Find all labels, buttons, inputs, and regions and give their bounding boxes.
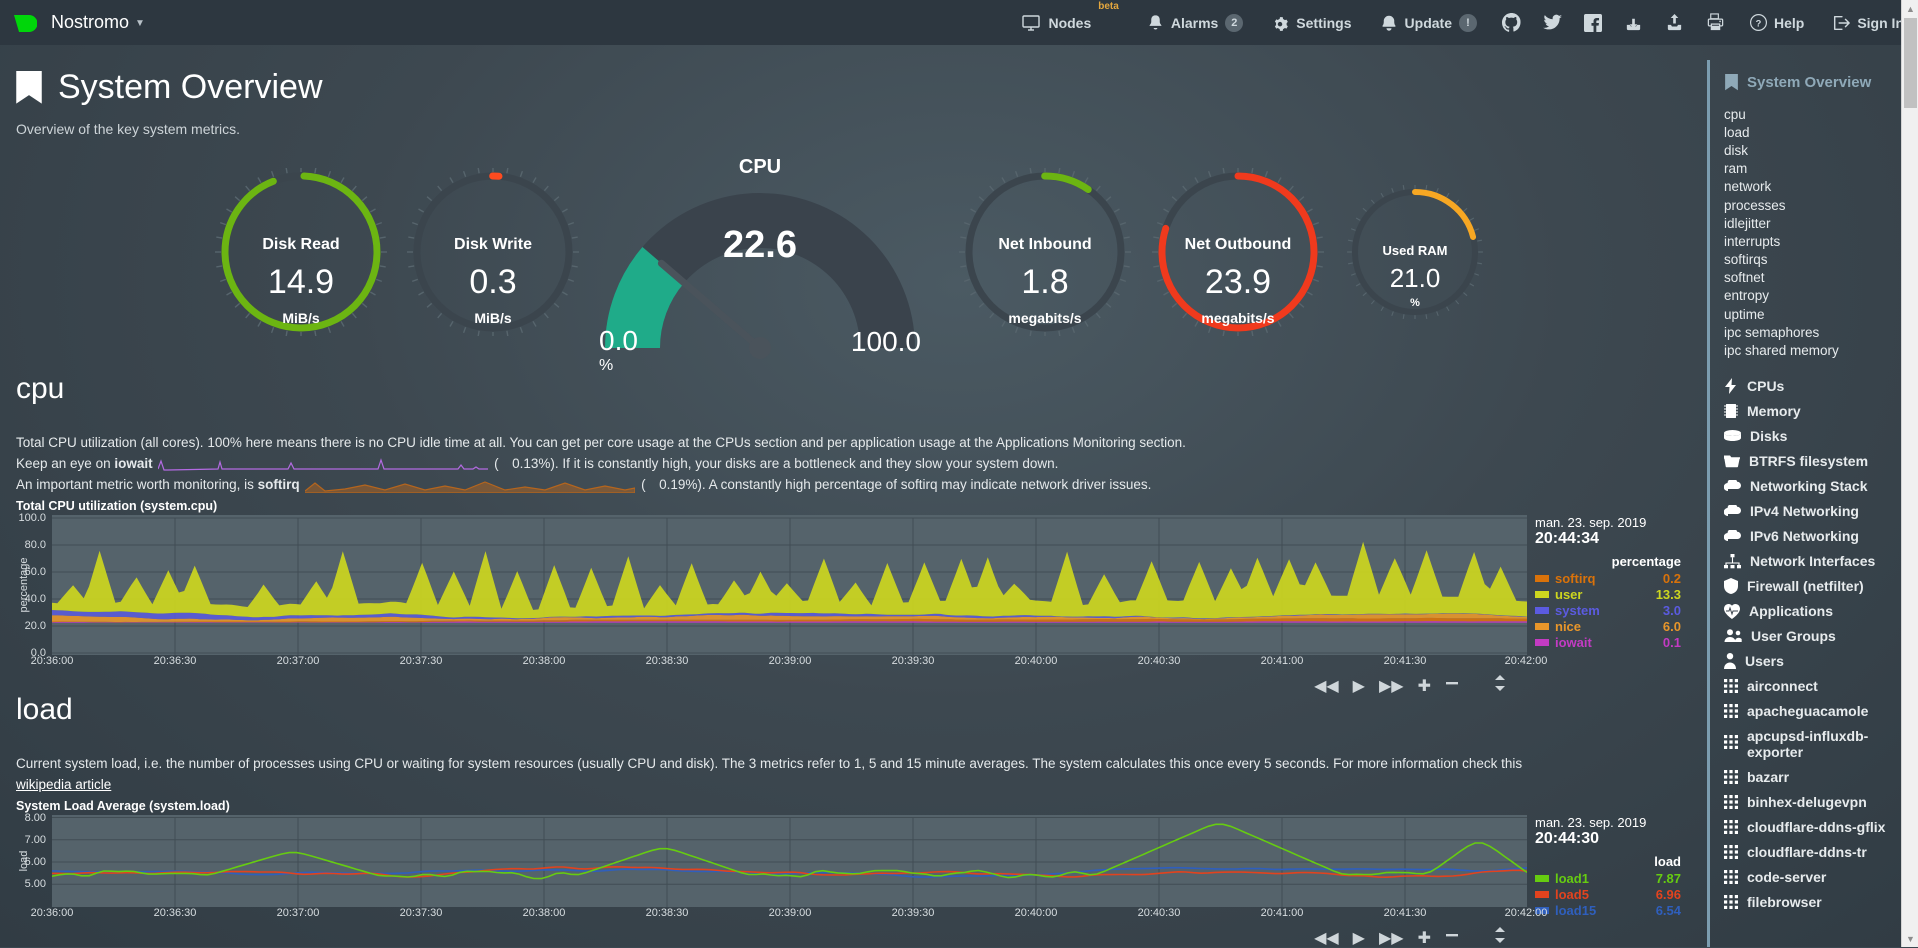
svg-text:?: ? — [1756, 18, 1762, 28]
